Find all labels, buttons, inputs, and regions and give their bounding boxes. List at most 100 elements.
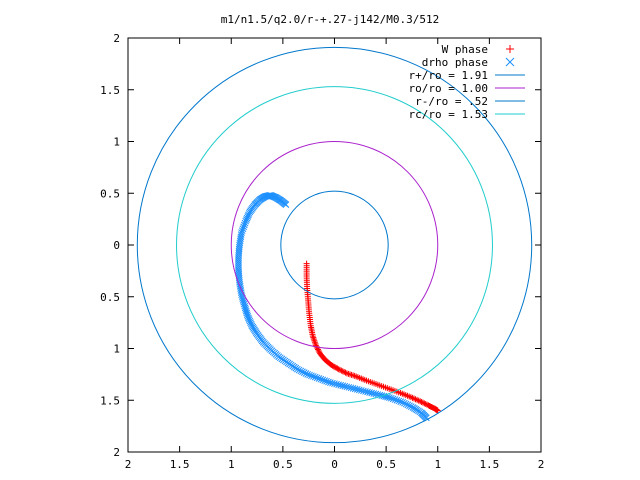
data-point: [319, 376, 327, 384]
data-point: [338, 367, 345, 374]
data-point: [339, 368, 346, 375]
data-point: [406, 402, 413, 410]
data-point: [360, 387, 367, 395]
data-point: [239, 225, 247, 233]
data-point: [341, 382, 349, 390]
data-point: [386, 394, 393, 402]
data-point: [299, 368, 306, 376]
data-point: [312, 342, 319, 349]
data-point: [335, 366, 342, 373]
data-point: [357, 387, 365, 394]
data-point: [372, 390, 380, 398]
data-point: [308, 372, 315, 380]
data-point: [434, 407, 441, 414]
x-tick-label: 2: [125, 458, 132, 471]
y-tick-label: 1: [113, 136, 120, 149]
x-tick-label: 1: [434, 458, 441, 471]
series-0: [303, 260, 441, 414]
data-point: [407, 403, 415, 410]
data-point: [402, 400, 410, 408]
data-point: [421, 400, 428, 407]
data-point: [364, 388, 371, 396]
legend-swatch: [506, 45, 514, 53]
data-point: [348, 371, 355, 378]
y-tick-label: 0: [113, 239, 120, 252]
data-point: [325, 378, 332, 386]
data-point: [240, 221, 248, 229]
data-point: [355, 386, 363, 394]
data-point: [317, 375, 325, 383]
data-point: [304, 371, 312, 378]
data-point: [339, 382, 347, 390]
series-5: [176, 86, 493, 404]
data-point: [345, 383, 353, 391]
circle-curve: [176, 86, 493, 404]
data-point: [395, 397, 403, 405]
series-2: [136, 46, 533, 444]
data-point: [321, 377, 329, 384]
data-point: [331, 380, 338, 388]
chart-title: m1/n1.5/q2.0/r-+.27-j142/M0.3/512: [221, 13, 440, 26]
data-point: [243, 216, 250, 223]
data-point: [323, 377, 330, 385]
legend-label: W phase: [442, 43, 488, 56]
data-point: [306, 371, 313, 379]
data-point: [418, 398, 425, 405]
data-point: [387, 394, 395, 402]
x-tick-label: 2: [538, 458, 545, 471]
series-1: [235, 191, 430, 422]
data-point: [315, 347, 322, 354]
data-point: [343, 383, 351, 391]
data-point: [397, 398, 405, 405]
y-tick-label: 0.5: [100, 187, 120, 200]
x-tick-label: 0.5: [273, 458, 293, 471]
data-point: [389, 395, 397, 403]
data-point: [311, 337, 318, 344]
data-point: [295, 366, 303, 374]
data-point: [297, 367, 305, 375]
data-point: [423, 414, 430, 422]
legend-label: r+/ro = 1.91: [409, 69, 488, 82]
data-point: [351, 385, 359, 393]
data-point: [362, 388, 369, 395]
data-point: [241, 219, 249, 227]
data-point: [347, 384, 355, 392]
data-point: [333, 380, 340, 388]
data-point: [310, 334, 317, 341]
x-tick-label: 1.5: [479, 458, 499, 471]
y-tick-label: 1.5: [100, 394, 120, 407]
data-point: [341, 368, 348, 375]
data-point: [335, 381, 342, 389]
data-point: [337, 366, 344, 373]
series-3: [230, 141, 439, 349]
data-point: [337, 381, 345, 389]
circle-curve: [280, 190, 389, 300]
data-point: [342, 369, 349, 376]
axes: 2 1.5 1 0.5 0 0.5 1 1.5 221.510.500.511.52: [100, 32, 544, 471]
data-point: [238, 227, 246, 235]
data-point: [422, 401, 429, 408]
data-point: [417, 398, 424, 405]
x-tick-label: 1: [228, 458, 235, 471]
legend-label: rc/ro = 1.53: [409, 108, 488, 121]
legend-label: drho phase: [422, 56, 488, 69]
data-point: [334, 365, 341, 372]
data-point: [315, 375, 323, 382]
plot-area: [136, 46, 533, 444]
legend-label: ro/ro = 1.00: [409, 82, 488, 95]
data-point: [399, 398, 406, 406]
data-point: [293, 365, 301, 373]
data-point: [238, 291, 245, 299]
data-point: [311, 373, 319, 381]
data-point: [237, 289, 245, 296]
data-point: [353, 386, 361, 393]
data-point: [380, 392, 388, 400]
x-tick-label: 1.5: [170, 458, 190, 471]
data-point: [310, 336, 317, 343]
data-point: [309, 373, 317, 380]
data-point: [401, 399, 408, 407]
circle-curve: [136, 46, 533, 444]
y-tick-label: 1: [113, 343, 120, 356]
